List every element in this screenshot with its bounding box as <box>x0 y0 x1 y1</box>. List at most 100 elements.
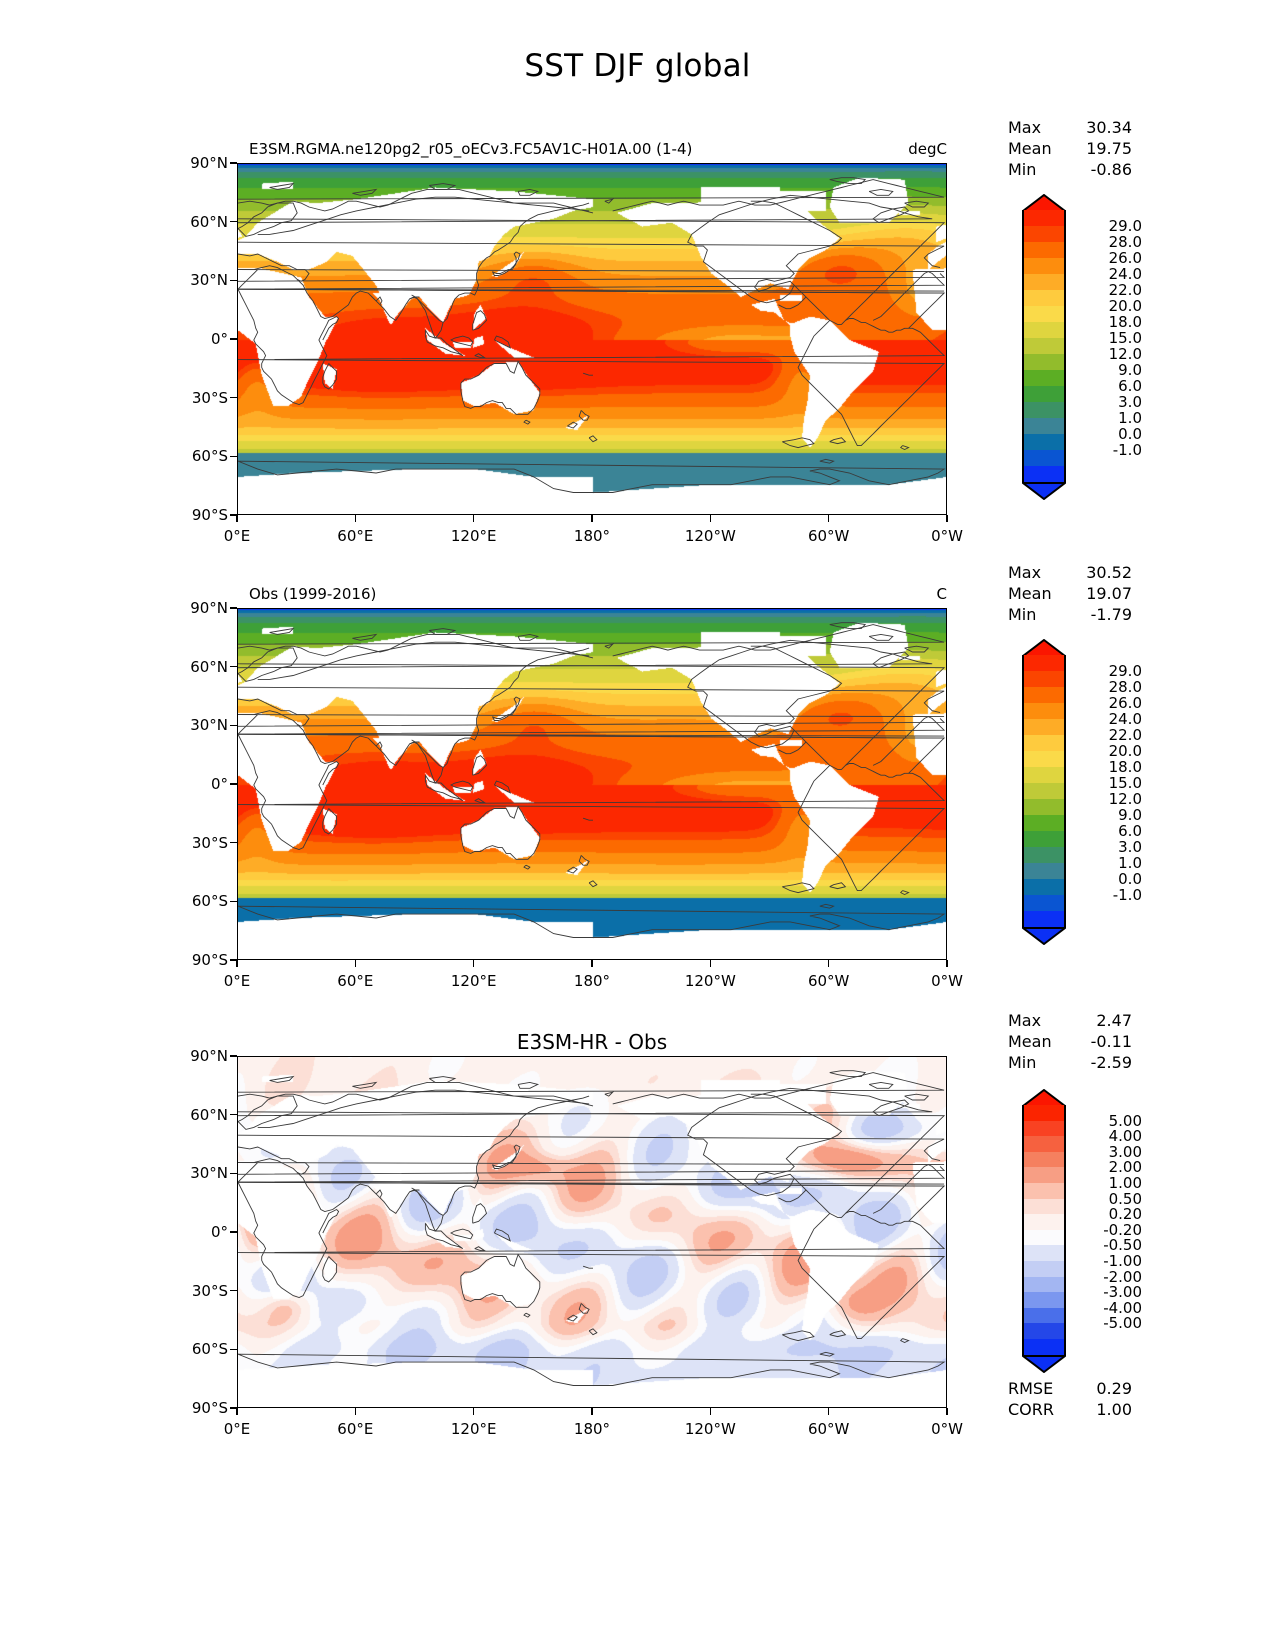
y-tick-label: 60°N <box>190 657 228 676</box>
colorbar-tick-label: 20.0 <box>1108 297 1142 315</box>
colorbar-tick-label: 29.0 <box>1108 217 1142 235</box>
y-tick-mark <box>230 220 237 223</box>
colorbar-segment <box>1024 1136 1064 1152</box>
colorbar-segment <box>1024 1151 1064 1168</box>
colorbar-tick-label: 28.0 <box>1108 678 1142 696</box>
x-tick-mark <box>709 1408 712 1415</box>
y-tick-label: 60°S <box>191 447 228 466</box>
x-tick-label: 0°W <box>931 1420 963 1438</box>
colorbar-segment <box>1024 226 1064 242</box>
stat-value: 19.75 <box>1086 139 1132 158</box>
x-tick-mark <box>709 960 712 967</box>
colorbar-tick-label: -1.0 <box>1112 886 1142 904</box>
x-tick-mark <box>472 960 475 967</box>
x-tick-mark <box>591 515 593 522</box>
colorbar-segment <box>1024 386 1064 402</box>
y-tick-mark <box>230 959 237 961</box>
colorbar-tick-label: 18.0 <box>1108 313 1142 331</box>
colorbar-tick-label: 26.0 <box>1108 694 1142 712</box>
colorbar-tick-label: 22.0 <box>1108 281 1142 299</box>
colorbar-tick-label: 3.0 <box>1118 838 1142 856</box>
panel-obs-units: C <box>936 585 947 603</box>
y-tick-label: 30°S <box>191 1281 228 1300</box>
x-tick-label: 60°E <box>337 527 374 545</box>
colorbar-body <box>1022 1105 1066 1355</box>
footer-stat-value: 1.00 <box>1096 1400 1132 1419</box>
x-tick-label: 60°W <box>807 972 850 990</box>
coastlines-obs <box>238 609 946 959</box>
colorbar-segment <box>1024 322 1064 338</box>
y-tick-mark <box>230 455 237 458</box>
y-tick-mark <box>230 338 237 340</box>
colorbar-tick-label: 28.0 <box>1108 233 1142 251</box>
x-tick-mark <box>946 960 948 967</box>
x-tick-mark <box>236 960 238 967</box>
y-tick-label: 30°N <box>190 1164 228 1183</box>
coastlines-model <box>238 164 946 514</box>
colorbar-segment <box>1024 863 1064 879</box>
colorbar-tick-label: 26.0 <box>1108 249 1142 267</box>
y-tick-label: 90°S <box>191 1399 228 1417</box>
colorbar-tick-label: 6.0 <box>1118 822 1142 840</box>
y-tick-label: 0° <box>210 1223 228 1241</box>
stat-key: Mean <box>1008 1032 1052 1051</box>
x-tick-label: 120°E <box>450 1420 497 1438</box>
colorbar-tick-label: 20.0 <box>1108 742 1142 760</box>
y-tick-label: 0° <box>210 330 228 348</box>
panel-obs-title: Obs (1999-2016) <box>249 585 377 603</box>
colorbar-segment <box>1024 847 1064 863</box>
y-tick-label: 90°N <box>190 599 228 617</box>
y-tick-mark <box>230 1348 237 1351</box>
x-tick-label: 120°E <box>450 972 497 990</box>
footer-stat-value: 0.29 <box>1096 1379 1132 1398</box>
y-tick-mark <box>230 1289 237 1292</box>
y-tick-label: 90°N <box>190 154 228 172</box>
y-tick-mark <box>230 1055 237 1057</box>
y-tick-label: 60°N <box>190 212 228 231</box>
x-tick-mark <box>354 515 357 522</box>
colorbar-tick-label: 2.00 <box>1108 1158 1142 1177</box>
x-tick-mark <box>709 515 712 522</box>
x-tick-mark <box>354 960 357 967</box>
colorbar-segment <box>1024 831 1064 847</box>
coastlines-diff <box>238 1057 946 1407</box>
x-tick-mark <box>827 1408 830 1415</box>
colorbar-segment <box>1024 1260 1064 1277</box>
x-tick-label: 60°W <box>807 1420 850 1438</box>
colorbar-extend-top <box>1022 639 1066 657</box>
colorbar-segment <box>1024 306 1064 322</box>
stat-key: Max <box>1008 118 1042 137</box>
colorbar-tick-label: 1.0 <box>1118 854 1142 872</box>
panel-model-units: degC <box>908 140 947 158</box>
y-tick-label: 60°N <box>190 1105 228 1124</box>
x-tick-mark <box>827 515 830 522</box>
colorbar-segment <box>1024 370 1064 386</box>
stat-value: -0.11 <box>1090 1032 1132 1051</box>
colorbar-segment <box>1024 1105 1064 1121</box>
x-tick-label: 60°W <box>807 527 850 545</box>
colorbar-segment <box>1024 703 1064 719</box>
colorbar-segment <box>1024 1198 1064 1215</box>
colorbar-segment <box>1024 402 1064 418</box>
y-tick-label: 90°N <box>190 1047 228 1065</box>
colorbar-tick-label: 15.0 <box>1108 774 1142 792</box>
footer-stat-key: RMSE <box>1008 1379 1054 1398</box>
colorbar-segment <box>1024 1338 1064 1355</box>
stat-key: Min <box>1008 605 1037 624</box>
panel-model-title: E3SM.RGMA.ne120pg2_r05_oECv3.FC5AV1C-H01… <box>249 140 693 158</box>
colorbar-extend-top <box>1022 194 1066 212</box>
colorbar-segment <box>1024 1307 1064 1324</box>
colorbar-segment <box>1024 655 1064 671</box>
stat-key: Max <box>1008 563 1042 582</box>
x-tick-label: 0°E <box>223 972 251 990</box>
colorbar-segment <box>1024 1182 1064 1199</box>
x-tick-mark <box>946 1408 948 1415</box>
map-model <box>237 163 947 515</box>
y-tick-mark <box>230 162 237 164</box>
colorbar-segment <box>1024 783 1064 799</box>
stat-key: Mean <box>1008 584 1052 603</box>
colorbar-tick-label: 12.0 <box>1108 790 1142 808</box>
stat-value: -2.59 <box>1090 1053 1132 1072</box>
colorbar-segment <box>1024 671 1064 687</box>
stat-value: -1.79 <box>1090 605 1132 624</box>
